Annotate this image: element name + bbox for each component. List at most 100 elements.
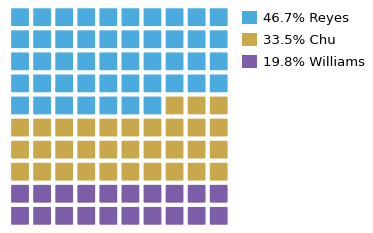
- FancyBboxPatch shape: [55, 8, 73, 26]
- FancyBboxPatch shape: [55, 185, 73, 203]
- FancyBboxPatch shape: [166, 75, 184, 92]
- FancyBboxPatch shape: [11, 185, 29, 203]
- FancyBboxPatch shape: [11, 52, 29, 70]
- FancyBboxPatch shape: [77, 75, 95, 92]
- FancyBboxPatch shape: [166, 8, 184, 26]
- Legend: 46.7% Reyes, 33.5% Chu, 19.8% Williams: 46.7% Reyes, 33.5% Chu, 19.8% Williams: [242, 11, 365, 69]
- FancyBboxPatch shape: [100, 75, 117, 92]
- FancyBboxPatch shape: [11, 163, 29, 181]
- FancyBboxPatch shape: [166, 163, 184, 181]
- FancyBboxPatch shape: [33, 119, 51, 137]
- FancyBboxPatch shape: [77, 163, 95, 181]
- FancyBboxPatch shape: [166, 185, 184, 203]
- FancyBboxPatch shape: [55, 75, 73, 92]
- FancyBboxPatch shape: [77, 96, 95, 114]
- FancyBboxPatch shape: [122, 75, 139, 92]
- FancyBboxPatch shape: [166, 30, 184, 48]
- FancyBboxPatch shape: [210, 75, 228, 92]
- FancyBboxPatch shape: [100, 163, 117, 181]
- FancyBboxPatch shape: [188, 75, 206, 92]
- FancyBboxPatch shape: [77, 8, 95, 26]
- FancyBboxPatch shape: [122, 96, 139, 114]
- FancyBboxPatch shape: [210, 96, 228, 114]
- FancyBboxPatch shape: [144, 185, 162, 203]
- FancyBboxPatch shape: [100, 8, 117, 26]
- FancyBboxPatch shape: [33, 207, 51, 225]
- FancyBboxPatch shape: [33, 75, 51, 92]
- FancyBboxPatch shape: [100, 185, 117, 203]
- FancyBboxPatch shape: [33, 30, 51, 48]
- FancyBboxPatch shape: [188, 119, 206, 137]
- FancyBboxPatch shape: [144, 119, 162, 137]
- FancyBboxPatch shape: [11, 119, 29, 137]
- FancyBboxPatch shape: [188, 185, 206, 203]
- FancyBboxPatch shape: [210, 119, 228, 137]
- FancyBboxPatch shape: [11, 8, 29, 26]
- FancyBboxPatch shape: [100, 52, 117, 70]
- FancyBboxPatch shape: [122, 141, 139, 158]
- FancyBboxPatch shape: [11, 30, 29, 48]
- FancyBboxPatch shape: [77, 185, 95, 203]
- FancyBboxPatch shape: [100, 96, 117, 114]
- FancyBboxPatch shape: [11, 96, 29, 114]
- FancyBboxPatch shape: [210, 8, 228, 26]
- FancyBboxPatch shape: [166, 96, 184, 114]
- FancyBboxPatch shape: [166, 141, 184, 158]
- FancyBboxPatch shape: [122, 52, 139, 70]
- FancyBboxPatch shape: [188, 52, 206, 70]
- FancyBboxPatch shape: [144, 96, 162, 114]
- FancyBboxPatch shape: [188, 8, 206, 26]
- FancyBboxPatch shape: [77, 207, 95, 225]
- FancyBboxPatch shape: [122, 185, 139, 203]
- FancyBboxPatch shape: [166, 207, 184, 225]
- FancyBboxPatch shape: [144, 30, 162, 48]
- FancyBboxPatch shape: [55, 96, 73, 114]
- FancyBboxPatch shape: [100, 141, 117, 158]
- FancyBboxPatch shape: [77, 52, 95, 70]
- FancyBboxPatch shape: [11, 207, 29, 225]
- FancyBboxPatch shape: [11, 75, 29, 92]
- FancyBboxPatch shape: [210, 141, 228, 158]
- FancyBboxPatch shape: [166, 119, 184, 137]
- FancyBboxPatch shape: [144, 163, 162, 181]
- FancyBboxPatch shape: [210, 30, 228, 48]
- FancyBboxPatch shape: [122, 30, 139, 48]
- FancyBboxPatch shape: [210, 207, 228, 225]
- FancyBboxPatch shape: [188, 141, 206, 158]
- FancyBboxPatch shape: [55, 141, 73, 158]
- FancyBboxPatch shape: [100, 119, 117, 137]
- FancyBboxPatch shape: [55, 30, 73, 48]
- FancyBboxPatch shape: [144, 141, 162, 158]
- FancyBboxPatch shape: [33, 141, 51, 158]
- FancyBboxPatch shape: [144, 52, 162, 70]
- FancyBboxPatch shape: [122, 119, 139, 137]
- FancyBboxPatch shape: [188, 96, 206, 114]
- FancyBboxPatch shape: [122, 207, 139, 225]
- FancyBboxPatch shape: [33, 8, 51, 26]
- FancyBboxPatch shape: [144, 207, 162, 225]
- FancyBboxPatch shape: [122, 8, 139, 26]
- FancyBboxPatch shape: [33, 185, 51, 203]
- FancyBboxPatch shape: [55, 207, 73, 225]
- FancyBboxPatch shape: [100, 30, 117, 48]
- FancyBboxPatch shape: [188, 163, 206, 181]
- FancyBboxPatch shape: [188, 207, 206, 225]
- FancyBboxPatch shape: [33, 96, 51, 114]
- FancyBboxPatch shape: [188, 30, 206, 48]
- FancyBboxPatch shape: [33, 52, 51, 70]
- FancyBboxPatch shape: [166, 52, 184, 70]
- FancyBboxPatch shape: [210, 52, 228, 70]
- FancyBboxPatch shape: [122, 163, 139, 181]
- FancyBboxPatch shape: [144, 75, 162, 92]
- FancyBboxPatch shape: [55, 52, 73, 70]
- FancyBboxPatch shape: [33, 163, 51, 181]
- FancyBboxPatch shape: [77, 141, 95, 158]
- FancyBboxPatch shape: [100, 207, 117, 225]
- FancyBboxPatch shape: [55, 163, 73, 181]
- FancyBboxPatch shape: [210, 163, 228, 181]
- FancyBboxPatch shape: [77, 119, 95, 137]
- FancyBboxPatch shape: [55, 119, 73, 137]
- FancyBboxPatch shape: [77, 30, 95, 48]
- FancyBboxPatch shape: [144, 8, 162, 26]
- FancyBboxPatch shape: [11, 141, 29, 158]
